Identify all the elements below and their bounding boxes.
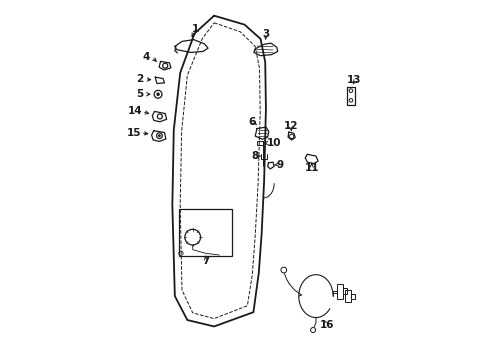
Text: 1: 1 — [191, 24, 199, 34]
Text: 16: 16 — [319, 320, 333, 330]
Text: 5: 5 — [136, 89, 143, 99]
Text: 14: 14 — [127, 107, 142, 116]
Circle shape — [157, 93, 159, 95]
Bar — [336, 284, 343, 298]
Text: 12: 12 — [283, 121, 298, 131]
Text: 13: 13 — [346, 75, 361, 85]
Text: 9: 9 — [276, 159, 283, 170]
Bar — [257, 141, 263, 145]
Circle shape — [159, 135, 160, 136]
Text: 4: 4 — [142, 52, 150, 62]
Bar — [179, 208, 232, 256]
Text: 11: 11 — [304, 163, 318, 173]
Text: 3: 3 — [262, 29, 269, 39]
Text: 2: 2 — [136, 74, 143, 84]
Text: 8: 8 — [250, 151, 258, 161]
Text: 10: 10 — [266, 138, 281, 148]
Text: 7: 7 — [202, 256, 209, 266]
Text: 6: 6 — [247, 117, 255, 127]
Bar — [350, 294, 354, 299]
Text: 15: 15 — [127, 128, 142, 138]
Bar — [343, 288, 346, 294]
Bar — [344, 290, 350, 302]
